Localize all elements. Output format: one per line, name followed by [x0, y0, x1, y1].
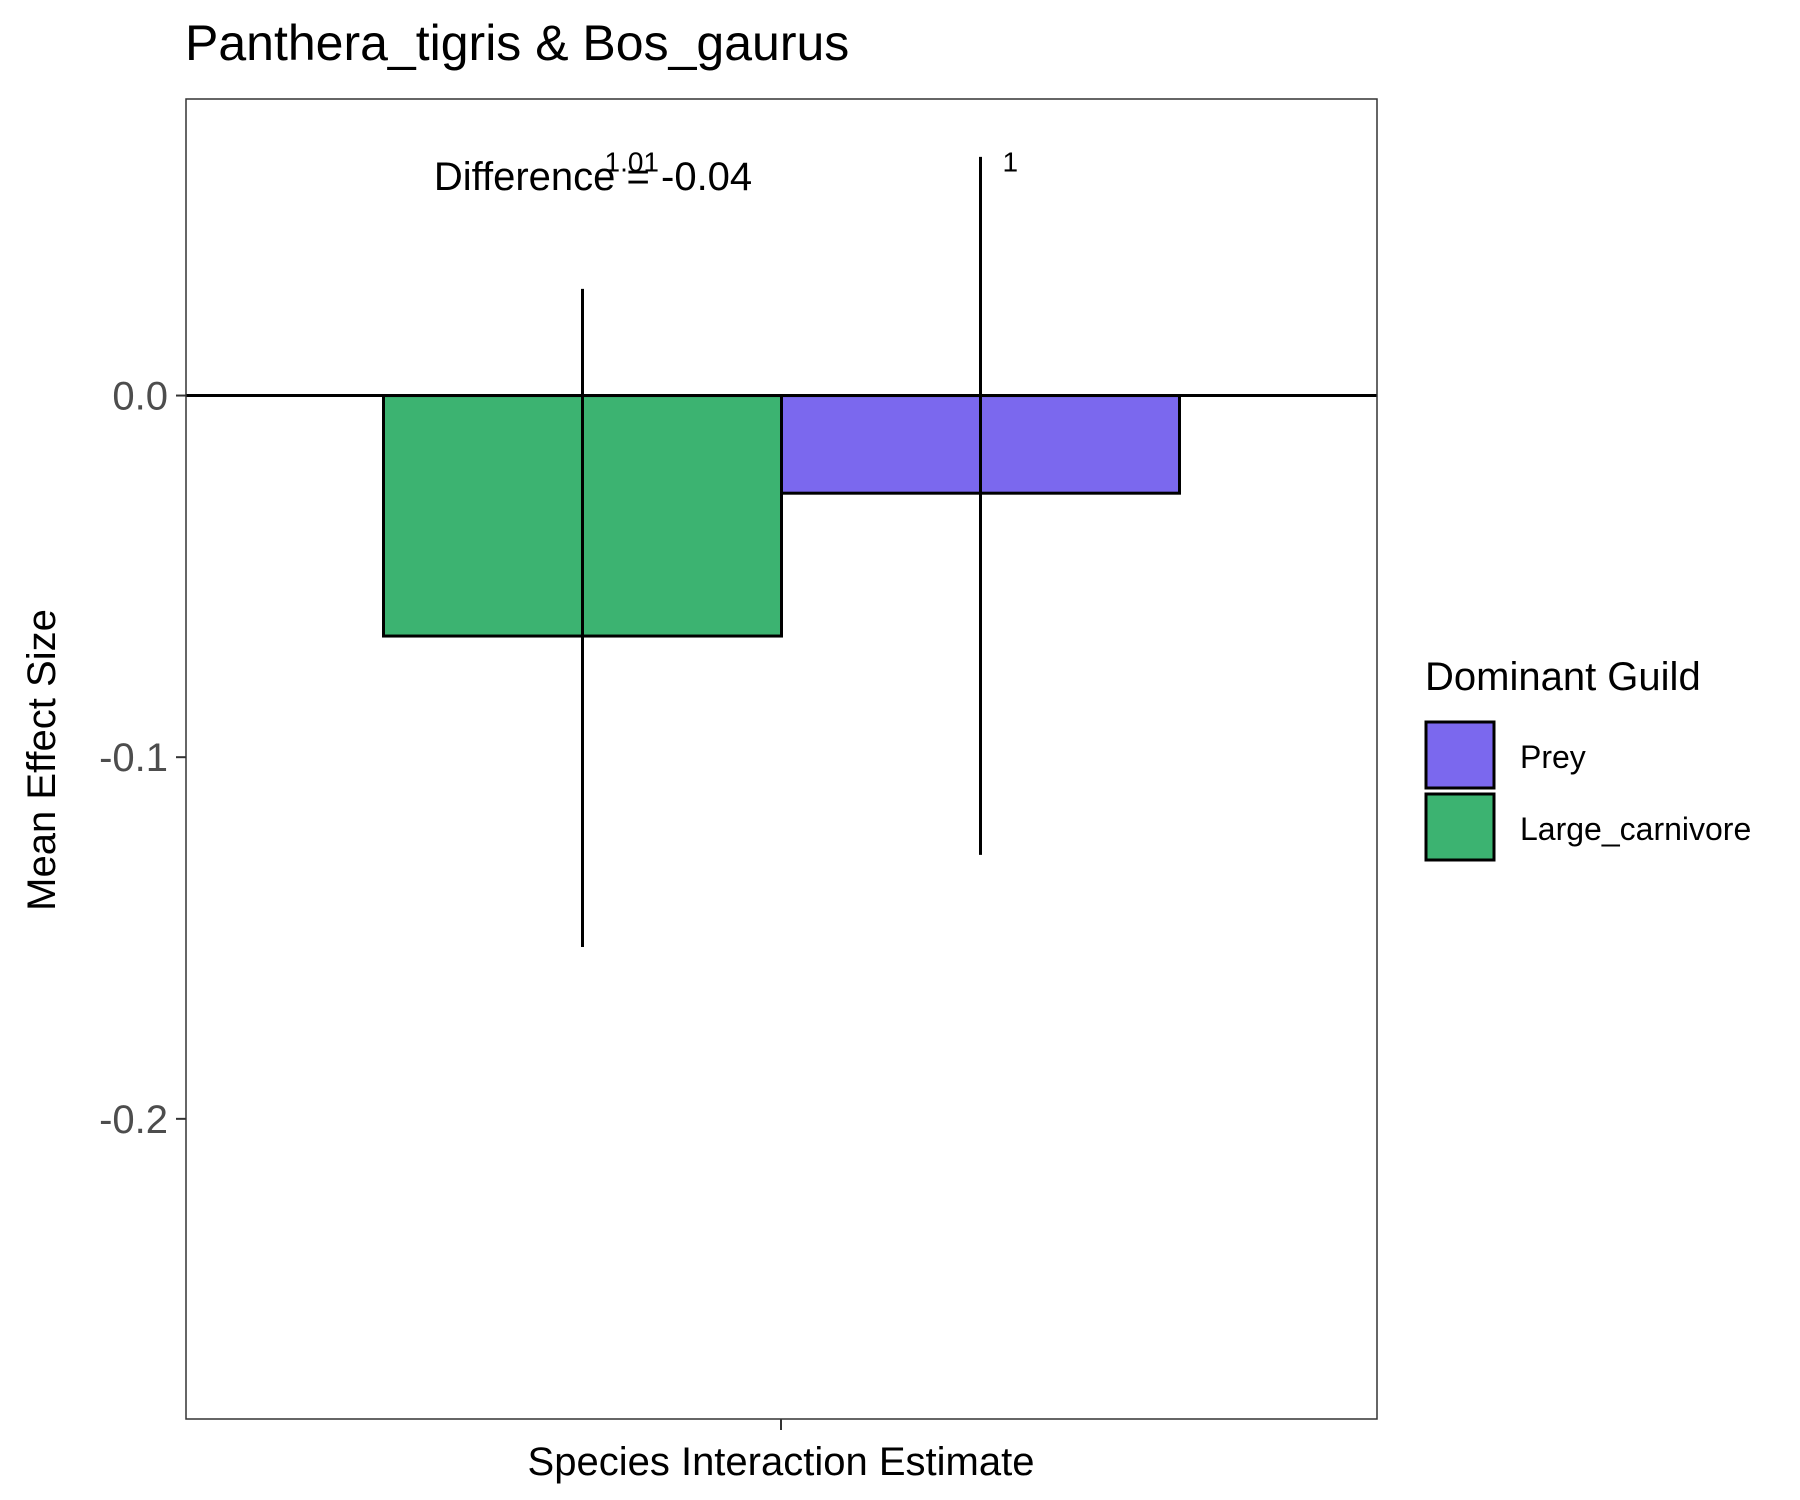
y-tick-label: -0.2 [99, 1098, 168, 1142]
plot-panel-border [185, 98, 1378, 1420]
y-tick-label: 0.0 [112, 375, 168, 419]
legend-label-prey: Prey [1520, 739, 1586, 775]
legend-key-prey [1424, 720, 1496, 790]
legend: Dominant Guild Prey Large_carnivore [1424, 655, 1751, 862]
y-axis-label: Mean Effect Size [20, 609, 64, 911]
x-axis-label: Species Interaction Estimate [528, 1440, 1035, 1484]
data-label-large-carnivore: 1.01 [605, 146, 660, 177]
chart-title: Panthera_tigris & Bos_gaurus [185, 15, 849, 71]
difference-annotation: Difference = -0.04 [434, 155, 752, 199]
legend-title: Dominant Guild [1425, 655, 1701, 699]
legend-label-large-carnivore: Large_carnivore [1520, 811, 1751, 847]
legend-key-large-carnivore [1424, 792, 1496, 862]
data-label-prey: 1 [1003, 146, 1019, 177]
y-tick-label: -0.1 [99, 736, 168, 780]
